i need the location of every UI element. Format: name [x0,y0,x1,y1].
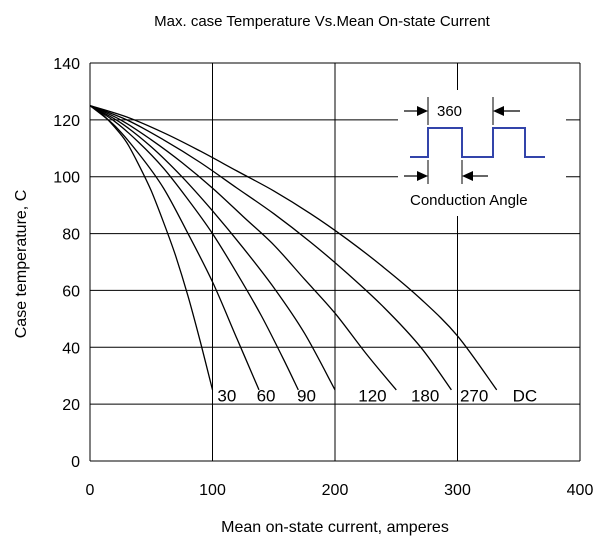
curve-label-90: 90 [297,386,316,405]
y-axis-label: Case temperature, C [13,190,30,339]
x-tick-label-3: 300 [444,482,471,499]
conduction-right-arrowhead [462,171,473,181]
conduction-waveform [410,127,545,158]
curve-label-DC: DC [513,386,538,405]
tick-labels: 0 100 200 300 400 0 20 40 60 80 100 120 140 [53,56,593,499]
series-line-DC [89,104,498,391]
x-axis-label: Mean on-state current, amperes [221,519,449,536]
curve-label-60: 60 [257,386,276,405]
grid [89,62,581,462]
x-tick-label-1: 100 [199,482,226,499]
series-line-270 [89,104,452,391]
x-tick-label-0: 0 [86,482,95,499]
period-right-arrowhead [493,106,504,116]
curve-labels: 30 60 90 120 180 270 DC [217,386,537,405]
chart-title: Max. case Temperature Vs.Mean On-state C… [154,13,491,30]
curve-label-270: 270 [460,386,488,405]
period-left-arrowhead [417,106,428,116]
y-tick-label-2: 40 [62,340,80,357]
y-tick-label-3: 60 [62,283,80,300]
y-tick-label-7: 140 [53,56,80,73]
y-tick-label-6: 120 [53,113,80,130]
conduction-angle-inset: 360 Conduction Angle [398,90,566,216]
series-line-90 [89,105,299,391]
curves [89,104,498,391]
y-tick-label-0: 0 [71,454,80,471]
x-tick-label-2: 200 [322,482,349,499]
series-line-180 [89,105,397,391]
x-tick-label-4: 400 [567,482,594,499]
series-line-120 [89,105,336,391]
curve-label-120: 120 [358,386,386,405]
series-line-60 [89,105,260,391]
y-tick-label-5: 100 [53,170,80,187]
period-label: 360 [437,103,462,120]
y-tick-label-1: 20 [62,397,80,414]
curve-label-30: 30 [217,386,236,405]
conduction-angle-label: Conduction Angle [410,192,528,209]
y-tick-label-4: 80 [62,227,80,244]
conduction-left-arrowhead [417,171,428,181]
curve-label-180: 180 [411,386,439,405]
